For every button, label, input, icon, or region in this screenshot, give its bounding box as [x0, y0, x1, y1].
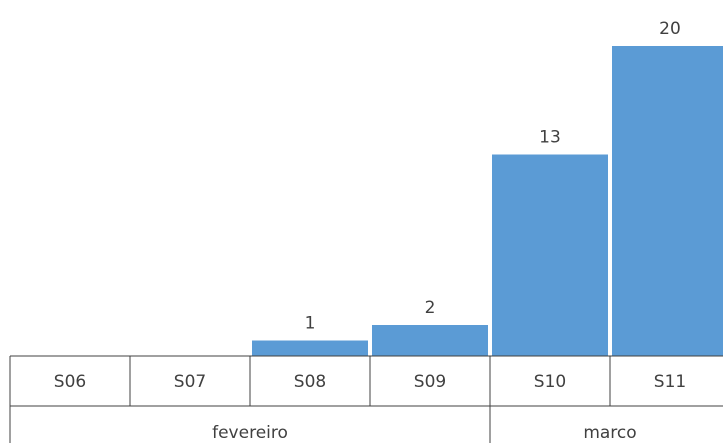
bars-group [252, 46, 723, 356]
tick-label-s10: S10 [534, 372, 566, 392]
bar-s09 [372, 325, 488, 356]
data-label-s09: 2 [425, 298, 436, 318]
data-labels-group: 1 2 13 20 [305, 19, 681, 334]
tick-label-s07: S07 [174, 372, 206, 392]
data-label-s08: 1 [305, 314, 316, 334]
tick-label-s06: S06 [54, 372, 86, 392]
data-label-s10: 13 [539, 128, 561, 148]
tick-label-s11: S11 [654, 372, 686, 392]
bar-s10 [492, 154, 608, 356]
group-label-0: fevereiro [212, 423, 288, 443]
bar-s11 [612, 46, 723, 356]
bar-s08 [252, 340, 368, 356]
group-label-1: marco [583, 423, 636, 443]
tick-label-s08: S08 [294, 372, 326, 392]
tick-label-s09: S09 [414, 372, 446, 392]
data-label-s11: 20 [659, 19, 681, 39]
category-axis: S06 S07 S08 S09 S10 S11 fevereiro marco [9, 355, 723, 443]
